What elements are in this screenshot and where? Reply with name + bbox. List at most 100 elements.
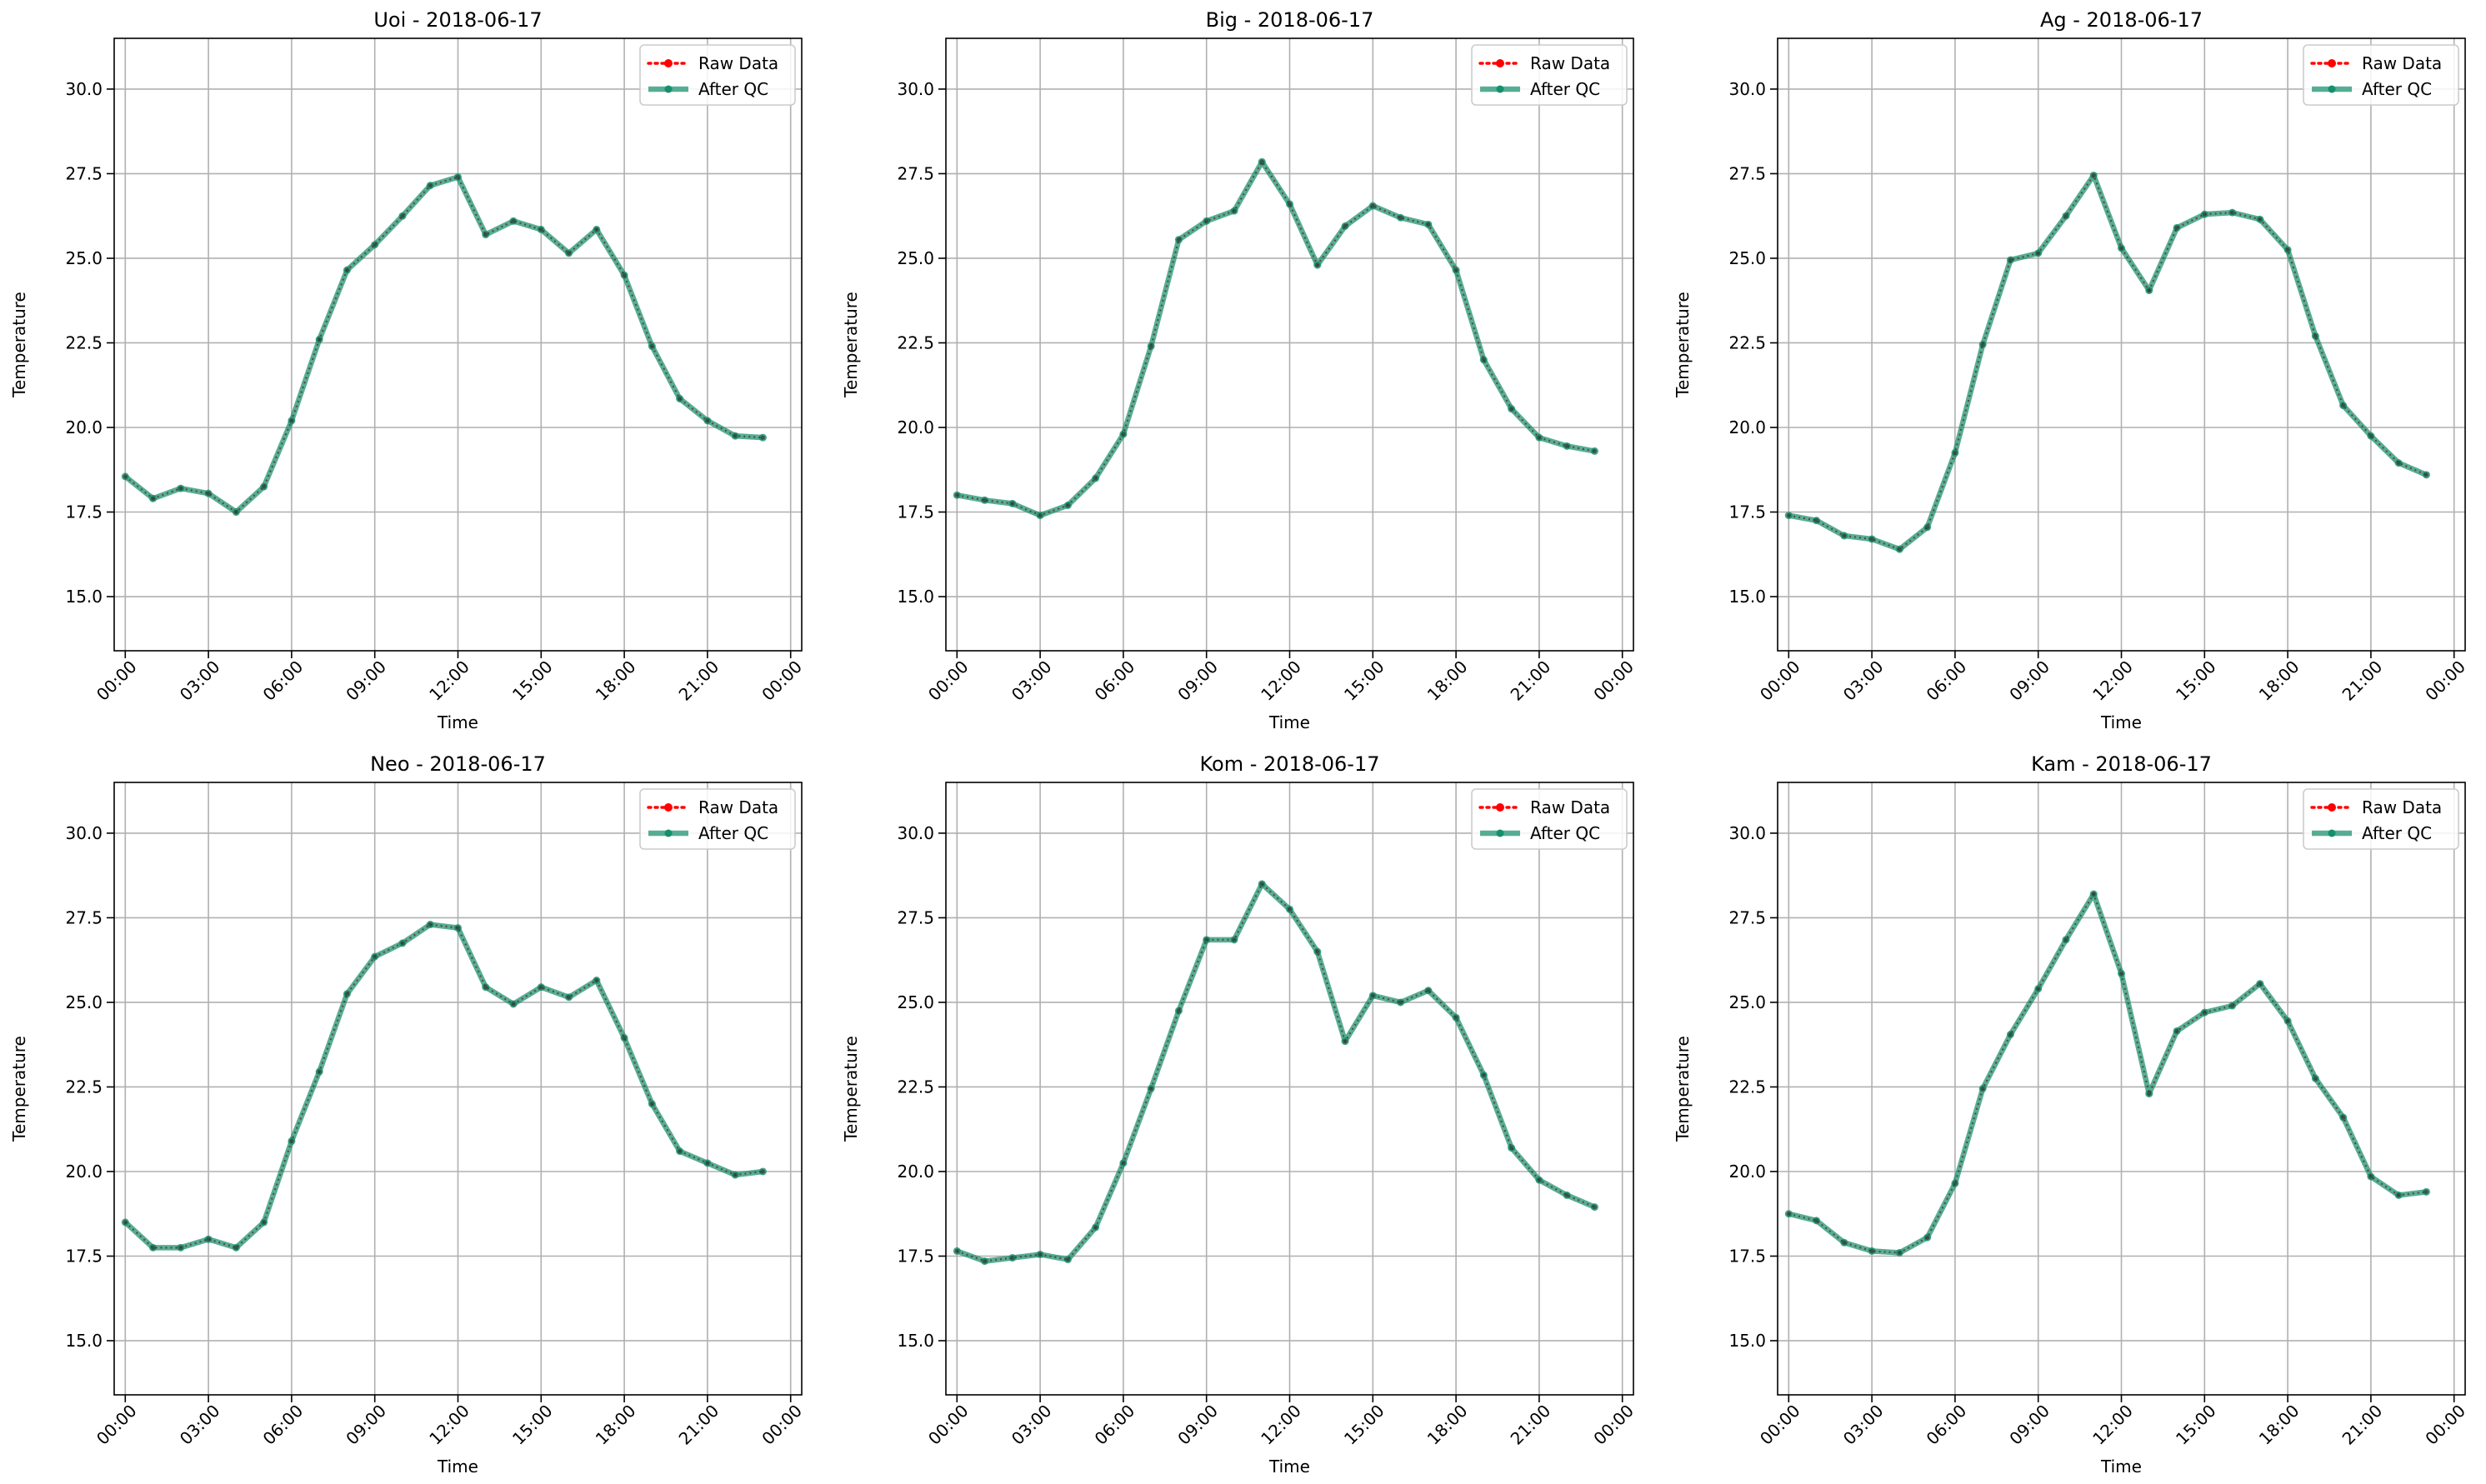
x-tick-label: 21:00 <box>2338 657 2387 705</box>
series-line-after-qc <box>123 922 763 1251</box>
x-tick-label: 09:00 <box>342 1401 390 1449</box>
point-raw-data <box>1953 1181 1958 1186</box>
point-raw-data <box>1065 502 1070 507</box>
point-raw-data <box>178 1245 183 1250</box>
point-raw-data <box>344 992 350 997</box>
point-raw-data <box>2313 333 2318 338</box>
legend-label-after-qc: After QC <box>1530 823 1600 843</box>
point-raw-data <box>566 995 572 1000</box>
point-raw-data <box>1176 237 1182 242</box>
y-tick-label: 20.0 <box>897 1162 934 1182</box>
y-tick-label: 17.5 <box>897 502 934 522</box>
y-axis-label: Temperature <box>1673 1036 1693 1142</box>
legend-marker-after-qc <box>2328 829 2336 837</box>
legend-label-raw-data: Raw Data <box>2362 797 2442 817</box>
y-tick-label: 22.5 <box>897 332 934 352</box>
legend-label-after-qc: After QC <box>698 823 768 843</box>
x-axis-label: Time <box>437 1457 478 1477</box>
point-raw-data <box>428 922 433 927</box>
legend-label-raw-data: Raw Data <box>2362 53 2442 73</box>
x-tick-label: 06:00 <box>1091 657 1139 705</box>
legend-marker-raw-data <box>2328 803 2336 812</box>
chart-title: Big - 2018-06-17 <box>1206 8 1374 32</box>
subplot-3: 00:00 03:00 06:00 09:00 12:00 15:00 18:00 21:00… <box>9 752 806 1477</box>
legend-label-raw-data: Raw Data <box>698 53 778 73</box>
point-raw-data <box>760 1169 766 1174</box>
y-tick-label: 27.5 <box>897 163 934 183</box>
series-line-raw-data <box>956 882 1595 1262</box>
x-axis-label: Time <box>437 712 478 732</box>
y-tick-label: 20.0 <box>1728 1162 1766 1182</box>
point-raw-data <box>1121 1161 1126 1166</box>
x-tick-label: 03:00 <box>176 1401 224 1449</box>
point-raw-data <box>1842 533 1847 538</box>
y-tick-label: 17.5 <box>1728 502 1766 522</box>
point-raw-data <box>2368 433 2373 438</box>
point-raw-data <box>2313 1076 2318 1081</box>
y-tick-label: 15.0 <box>1728 1331 1766 1351</box>
x-tick-label: 00:00 <box>2421 1401 2469 1449</box>
legend-marker-raw-data <box>2328 59 2336 67</box>
subplot-4: 00:00 03:00 06:00 09:00 12:00 15:00 18:00 21:00… <box>841 752 1638 1477</box>
x-tick-label: 21:00 <box>1507 657 1555 705</box>
point-raw-data <box>1148 343 1153 349</box>
x-tick-label: 12:00 <box>1257 1401 1305 1449</box>
point-raw-data <box>1148 1086 1153 1092</box>
series-line-raw-data <box>957 160 1595 517</box>
x-tick-label: 15:00 <box>1340 657 1388 705</box>
point-raw-data <box>1537 435 1542 440</box>
axes-frame <box>1777 37 2466 652</box>
point-raw-data <box>1813 1218 1819 1223</box>
x-tick-label: 03:00 <box>1839 657 1888 705</box>
x-tick-label: 12:00 <box>1257 657 1305 705</box>
point-raw-data <box>1481 1072 1486 1077</box>
x-tick-label: 18:00 <box>1423 1401 1472 1449</box>
y-tick-label: 22.5 <box>65 1077 103 1097</box>
y-tick-label: 20.0 <box>897 417 934 437</box>
legend-marker-after-qc <box>1496 85 1504 93</box>
point-raw-data <box>150 496 156 501</box>
subplot-1: 00:00 03:00 06:00 09:00 12:00 15:00 18:00 21:00… <box>841 8 1638 732</box>
x-tick-label: 21:00 <box>1507 1401 1555 1449</box>
axes-frame <box>945 782 1634 1396</box>
point-raw-data <box>760 435 766 440</box>
x-tick-label: 12:00 <box>2088 657 2137 705</box>
x-tick-label: 03:00 <box>1008 657 1056 705</box>
point-raw-data <box>1315 262 1320 267</box>
x-tick-label: 00:00 <box>1589 657 1638 705</box>
point-raw-data <box>1010 501 1015 506</box>
legend-marker-raw-data <box>1496 59 1504 67</box>
x-tick-label: 00:00 <box>924 1401 973 1449</box>
series-line-after-qc <box>1788 891 2427 1256</box>
point-raw-data <box>538 227 543 232</box>
point-raw-data <box>1398 1000 1403 1005</box>
y-tick-label: 30.0 <box>897 79 934 99</box>
x-tick-label: 03:00 <box>176 657 224 705</box>
point-raw-data <box>1509 407 1514 412</box>
series-line-after-qc <box>1788 172 2428 552</box>
x-tick-label: 09:00 <box>342 657 390 705</box>
point-raw-data <box>1786 1212 1791 1217</box>
point-raw-data <box>2118 971 2124 977</box>
point-raw-data <box>511 1002 516 1007</box>
y-tick-label: 17.5 <box>1728 1247 1766 1267</box>
point-raw-data <box>1065 1257 1070 1262</box>
x-axis-label: Time <box>1268 712 1310 732</box>
point-raw-data <box>1509 1145 1514 1151</box>
x-tick-label: 21:00 <box>675 657 723 705</box>
chart-title: Uoi - 2018-06-17 <box>373 8 542 32</box>
point-raw-data <box>649 1102 654 1107</box>
point-raw-data <box>2285 1018 2290 1023</box>
series-line-after-qc <box>123 174 763 515</box>
point-raw-data <box>2258 217 2263 222</box>
x-tick-label: 18:00 <box>2255 657 2303 705</box>
point-raw-data <box>483 232 488 237</box>
axes-frame <box>113 37 803 652</box>
x-axis-label: Time <box>1268 1457 1310 1477</box>
point-raw-data <box>317 1069 322 1074</box>
x-tick-label: 03:00 <box>1839 1401 1888 1449</box>
x-tick-label: 06:00 <box>1923 657 1971 705</box>
axes-frame <box>113 782 803 1396</box>
legend-label-raw-data: Raw Data <box>1530 797 1610 817</box>
point-raw-data <box>2008 1032 2013 1037</box>
